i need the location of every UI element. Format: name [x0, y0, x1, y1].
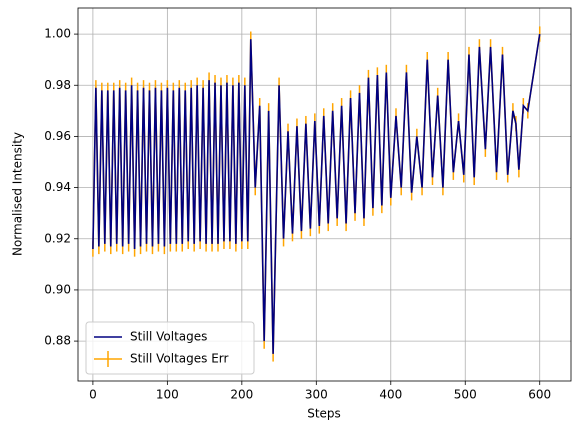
x-tick-label: 600	[528, 388, 551, 402]
legend-label: Still Voltages Err	[130, 352, 229, 366]
x-tick-label: 100	[156, 388, 179, 402]
legend-box	[85, 321, 255, 375]
y-tick-label: 0.94	[44, 180, 71, 194]
legend-label: Still Voltages	[130, 330, 207, 344]
y-tick-label: 0.96	[44, 129, 71, 143]
y-tick-label: 0.88	[44, 334, 71, 348]
y-axis-label: Normalised Intensity	[11, 132, 25, 256]
y-tick-label: 0.98	[44, 78, 71, 92]
y-tick-label: 1.00	[44, 27, 71, 41]
line	[92, 33, 541, 354]
x-tick-label: 200	[230, 388, 253, 402]
x-tick-label: 300	[305, 388, 328, 402]
x-tick-label: 0	[89, 388, 97, 402]
y-tick-label: 0.92	[44, 231, 71, 245]
x-axis-label: Steps	[307, 407, 341, 421]
x-tick-label: 400	[379, 388, 402, 402]
plot-frame	[77, 7, 572, 382]
y-tick-label: 0.90	[44, 282, 71, 296]
x-tick-label: 500	[454, 388, 477, 402]
legend: Still Voltages Still Voltages Err	[85, 321, 255, 375]
